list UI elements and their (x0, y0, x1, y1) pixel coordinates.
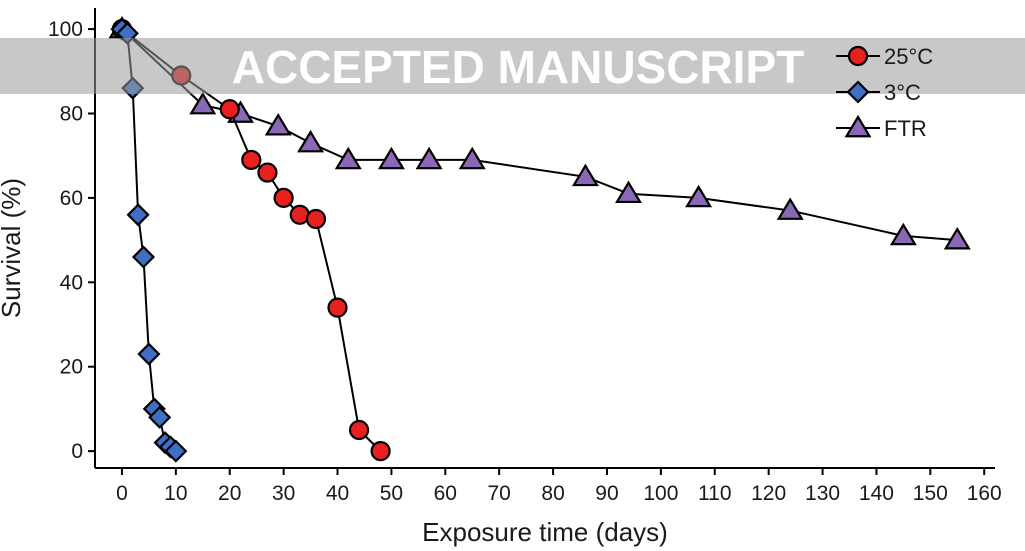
data-point (305, 208, 327, 230)
legend-marker (847, 45, 869, 67)
x-tick-label: 70 (488, 482, 511, 505)
data-point (571, 163, 599, 187)
x-tick-label: 40 (326, 482, 349, 505)
data-point (137, 342, 161, 366)
y-tick-label: 20 (60, 356, 83, 379)
x-tick-label: 50 (380, 482, 403, 505)
data-point (377, 146, 405, 170)
data-point (273, 187, 294, 209)
data-point (334, 146, 362, 170)
x-tick-label: 60 (434, 482, 457, 505)
data-point (776, 197, 804, 220)
legend-label: FTR (884, 116, 927, 141)
data-point (685, 184, 713, 208)
data-point (219, 99, 240, 120)
x-tick-label: 20 (218, 482, 241, 505)
x-tick-label: 90 (595, 482, 618, 505)
x-tick-label: 160 (967, 482, 1002, 505)
x-tick-label: 80 (541, 482, 564, 505)
data-point (615, 180, 643, 204)
y-tick-label: 100 (48, 18, 83, 41)
data-point (148, 405, 172, 429)
x-tick-label: 110 (698, 482, 731, 505)
legend-label: 3°C (884, 80, 921, 105)
y-tick-label: 40 (60, 271, 83, 294)
legend-item: 25°C (836, 44, 933, 69)
x-tick-label: 130 (805, 482, 840, 505)
x-tick-label: 150 (913, 482, 948, 505)
data-point (458, 146, 486, 170)
y-tick-label: 60 (60, 187, 83, 210)
data-point (327, 297, 348, 318)
y-axis-title: Survival (%) (0, 178, 26, 318)
x-ticks: 0 10 20 30 40 50 60 70 80 90 100 110 120 130 140 150 160 (116, 468, 1002, 505)
data-point (264, 113, 292, 136)
data-point (131, 245, 156, 269)
y-tick-label: 80 (60, 103, 83, 126)
data-point (348, 419, 370, 441)
data-point (257, 162, 278, 183)
x-tick-label: 0 (116, 482, 128, 505)
x-tick-label: 30 (272, 482, 295, 505)
data-point (297, 129, 325, 153)
data-point (189, 91, 217, 115)
watermark-text: ACCEPTED MANUSCRIPT (232, 41, 804, 93)
x-tick-label: 10 (164, 482, 187, 505)
legend-marker (844, 114, 872, 138)
x-axis-title: Exposure time (days) (422, 517, 668, 547)
legend-label: 25°C (884, 44, 933, 69)
data-point (126, 203, 150, 227)
y-ticks: 0 20 40 60 80 100 (48, 18, 95, 463)
x-tick-label: 140 (859, 482, 894, 505)
y-tick-label: 0 (71, 440, 83, 463)
data-point (889, 222, 917, 246)
legend: 25°C 3°C FTR (836, 44, 933, 141)
legend-item: FTR (836, 114, 927, 141)
legend-item: 3°C (836, 80, 921, 105)
watermark: ACCEPTED MANUSCRIPT (0, 38, 1025, 94)
data-point (415, 146, 443, 170)
data-point (943, 226, 971, 250)
data-point (370, 441, 391, 462)
series-triangle (108, 15, 971, 250)
legend-marker (846, 80, 870, 104)
data-point (241, 149, 262, 171)
x-tick-label: 100 (643, 482, 678, 505)
x-tick-label: 120 (751, 482, 786, 505)
data-point (164, 439, 188, 463)
